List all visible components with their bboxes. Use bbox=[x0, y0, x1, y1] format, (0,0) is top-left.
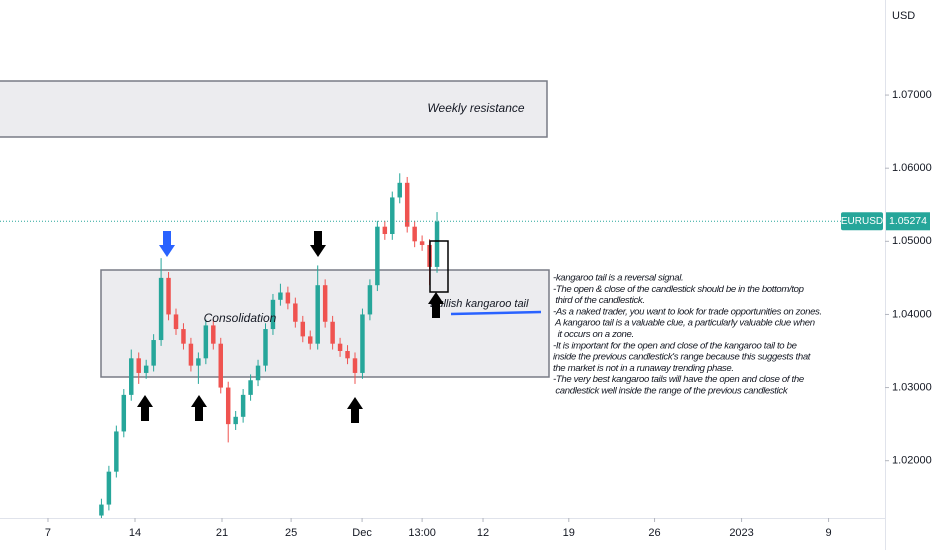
candle-body bbox=[136, 358, 141, 373]
note-line: the market is not in a runaway trending … bbox=[553, 363, 734, 374]
axes: 1.02000 1.03000 1.04000 1.05000 1.06000 1.070… bbox=[45, 89, 932, 539]
note-line: -It is important for the open and close … bbox=[553, 340, 797, 351]
candle-body bbox=[308, 336, 313, 344]
candle-body bbox=[188, 343, 194, 366]
resistance-label: Weekly resistance bbox=[427, 101, 524, 115]
candle-body bbox=[412, 226, 417, 242]
candle-body bbox=[263, 329, 268, 366]
candle-body bbox=[158, 277, 164, 341]
candle-body bbox=[129, 358, 134, 395]
symbol-label: EURUSD bbox=[841, 216, 883, 227]
note-line: -As a naked trader, you want to look for… bbox=[553, 306, 822, 317]
price-tag bbox=[886, 212, 930, 231]
candle-body bbox=[419, 241, 425, 245]
candle-body bbox=[181, 329, 186, 344]
candle-body bbox=[211, 325, 216, 344]
symbol-tag bbox=[841, 212, 883, 231]
candle-body bbox=[345, 351, 350, 359]
candle-body bbox=[196, 358, 201, 366]
time-axis bbox=[0, 518, 932, 550]
candle-body bbox=[360, 314, 365, 373]
y-tick-label: 1.07000 bbox=[892, 89, 932, 101]
note-line: inside the previous candlestick's range … bbox=[553, 352, 811, 363]
candle-body bbox=[337, 343, 343, 352]
candle-body bbox=[390, 197, 395, 235]
candle-body bbox=[330, 321, 335, 344]
y-tick-label: 1.05000 bbox=[892, 235, 932, 247]
price-axis bbox=[885, 0, 932, 550]
candle-body bbox=[173, 314, 179, 330]
candle-body bbox=[278, 292, 283, 300]
note-line: A kangaroo tail is a valuable clue, a pa… bbox=[553, 318, 815, 329]
candle-body bbox=[255, 365, 261, 381]
candle-body bbox=[121, 394, 127, 432]
candle-body bbox=[114, 431, 119, 472]
candle-body bbox=[248, 380, 253, 395]
note-line: -The very best kangaroo tails will have … bbox=[553, 374, 804, 385]
x-tick-label: 26 bbox=[648, 527, 660, 539]
candle-body bbox=[270, 299, 276, 330]
candles bbox=[0, 173, 885, 522]
resistance-zone bbox=[0, 80, 548, 138]
y-tick-label: 1.02000 bbox=[892, 455, 932, 467]
candle-body bbox=[225, 387, 231, 425]
x-tick-label: 9 bbox=[826, 527, 832, 539]
note-line: candlestick well inside the range of the… bbox=[553, 386, 789, 397]
tail-underline bbox=[450, 310, 542, 316]
candle-body bbox=[166, 277, 171, 315]
y-tick-label: 1.04000 bbox=[892, 308, 932, 320]
x-tick-label: 19 bbox=[563, 527, 575, 539]
candle-body bbox=[106, 471, 112, 505]
x-tick-label: 13:00 bbox=[408, 527, 436, 539]
candle-body bbox=[300, 321, 306, 337]
x-tick-label: 7 bbox=[45, 527, 51, 539]
note-line: it occurs on a zone. bbox=[553, 329, 634, 340]
notes: -kangaroo tail is a reversal signal.-The… bbox=[553, 273, 822, 397]
x-tick-label: 25 bbox=[285, 527, 297, 539]
candle-body bbox=[322, 285, 328, 322]
tail-label: Bullish kangaroo tail bbox=[430, 298, 529, 310]
candle-body bbox=[285, 292, 291, 304]
candle-body bbox=[375, 226, 380, 286]
note-line: -The open & close of the candlestick sho… bbox=[553, 284, 805, 295]
candle-body bbox=[315, 285, 320, 344]
x-tick-label: 21 bbox=[216, 527, 228, 539]
candle-body bbox=[404, 182, 410, 227]
candle-body bbox=[240, 394, 246, 417]
candle-body bbox=[218, 343, 223, 388]
y-tick-label: 1.06000 bbox=[892, 162, 932, 174]
tail-box bbox=[429, 240, 449, 293]
candle-body bbox=[434, 221, 440, 267]
candle-body bbox=[367, 285, 373, 315]
candle-body bbox=[233, 416, 238, 425]
candle-body bbox=[352, 358, 358, 373]
note-line: third of the candlestick. bbox=[553, 295, 645, 306]
note-line: -kangaroo tail is a reversal signal. bbox=[553, 273, 683, 284]
candle-body bbox=[382, 226, 388, 235]
candle-body bbox=[151, 340, 156, 366]
y-tick-label: 1.03000 bbox=[892, 381, 932, 393]
x-tick-label: 2023 bbox=[729, 527, 753, 539]
candle-body bbox=[99, 504, 104, 516]
candle-body bbox=[203, 325, 209, 359]
candle-body bbox=[143, 365, 149, 373]
currency: USD bbox=[892, 10, 915, 22]
price-tag-label: 1.05274 bbox=[889, 215, 927, 227]
x-tick-label: 12 bbox=[477, 527, 489, 539]
x-tick-label: Dec bbox=[352, 527, 372, 539]
candle-body bbox=[293, 303, 298, 322]
x-tick-label: 14 bbox=[129, 527, 141, 539]
consolidation-label: Consolidation bbox=[204, 311, 277, 325]
candle-body bbox=[397, 182, 402, 198]
